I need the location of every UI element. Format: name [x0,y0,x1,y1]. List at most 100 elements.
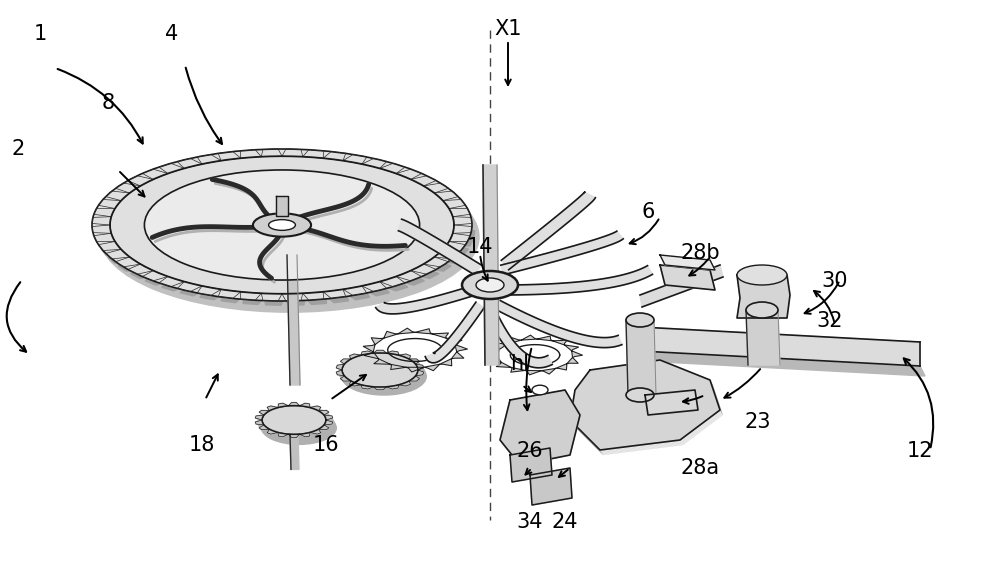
Polygon shape [380,277,405,286]
Ellipse shape [462,271,518,299]
Polygon shape [737,275,790,318]
Polygon shape [267,429,278,434]
Polygon shape [346,290,370,300]
Polygon shape [106,191,130,200]
Polygon shape [398,328,415,334]
Ellipse shape [627,350,655,363]
Polygon shape [240,292,261,300]
Ellipse shape [626,313,654,327]
Text: 14: 14 [467,237,493,257]
Polygon shape [200,290,224,300]
Polygon shape [162,281,187,291]
Ellipse shape [628,351,656,365]
Polygon shape [451,352,464,359]
Ellipse shape [93,151,473,302]
Polygon shape [443,200,466,208]
Polygon shape [197,286,221,296]
Polygon shape [94,233,115,242]
Text: 12: 12 [907,441,933,460]
Polygon shape [497,343,508,350]
Polygon shape [424,257,448,267]
Polygon shape [406,367,424,372]
Polygon shape [449,233,470,242]
Polygon shape [409,359,420,364]
Text: 16: 16 [313,435,339,455]
Polygon shape [323,289,346,298]
Polygon shape [373,387,387,390]
Ellipse shape [269,220,295,230]
Ellipse shape [748,306,780,322]
Polygon shape [343,154,367,164]
Polygon shape [276,196,288,216]
Polygon shape [452,238,473,246]
Polygon shape [336,364,344,370]
Text: 28b: 28b [680,243,720,262]
Polygon shape [131,268,156,278]
Ellipse shape [338,352,424,391]
Polygon shape [511,367,525,372]
Polygon shape [255,420,264,425]
Polygon shape [118,261,143,271]
Polygon shape [415,329,432,334]
Polygon shape [116,257,140,267]
Polygon shape [323,152,346,161]
Polygon shape [525,370,541,375]
Polygon shape [218,152,241,161]
Polygon shape [159,277,184,286]
Polygon shape [101,246,124,255]
Polygon shape [326,293,348,302]
Polygon shape [660,255,715,270]
Polygon shape [424,183,448,193]
Ellipse shape [532,385,548,395]
Polygon shape [324,415,333,420]
Polygon shape [373,350,387,353]
Polygon shape [416,364,424,370]
Ellipse shape [626,388,654,402]
Polygon shape [567,358,578,364]
Text: 28a: 28a [680,458,720,478]
Polygon shape [384,331,398,338]
Polygon shape [440,359,452,366]
Polygon shape [336,370,344,376]
Polygon shape [177,282,202,292]
Polygon shape [324,420,333,425]
Polygon shape [218,289,241,298]
Text: 6: 6 [641,203,655,222]
Ellipse shape [737,265,787,285]
Polygon shape [349,354,361,359]
Polygon shape [483,165,499,365]
Ellipse shape [144,170,420,280]
Polygon shape [259,425,269,430]
Polygon shape [453,217,472,225]
Polygon shape [446,338,462,344]
Polygon shape [142,270,168,281]
Polygon shape [98,200,121,208]
Polygon shape [340,376,351,381]
Polygon shape [500,266,652,295]
Text: 1: 1 [33,25,47,44]
Polygon shape [264,297,285,305]
Text: 32: 32 [817,312,843,331]
Polygon shape [399,275,424,285]
Polygon shape [116,183,140,193]
Polygon shape [446,246,468,255]
Text: 23: 23 [745,412,771,432]
Text: 2: 2 [11,139,25,159]
Polygon shape [411,264,436,274]
Polygon shape [319,425,329,430]
Polygon shape [361,385,373,389]
Polygon shape [556,364,567,370]
Text: X1: X1 [494,19,522,38]
Polygon shape [349,381,361,386]
Polygon shape [443,242,466,250]
Polygon shape [537,336,552,341]
Text: hl: hl [511,355,530,374]
Ellipse shape [94,153,474,304]
Polygon shape [565,345,579,351]
Polygon shape [382,281,408,291]
Polygon shape [376,285,476,314]
Polygon shape [496,301,622,348]
Polygon shape [390,364,406,370]
Ellipse shape [342,353,418,387]
Polygon shape [453,225,472,233]
